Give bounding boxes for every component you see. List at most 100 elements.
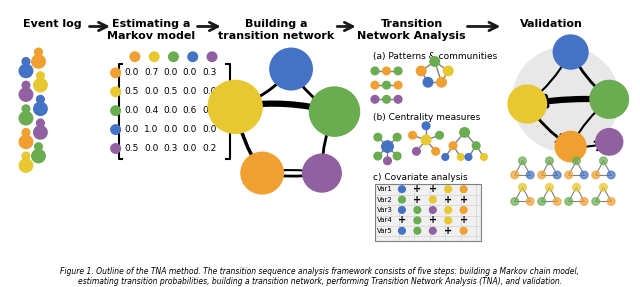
Circle shape	[414, 207, 420, 213]
Circle shape	[169, 52, 179, 61]
Circle shape	[445, 207, 452, 213]
Text: Building a
transition network: Building a transition network	[218, 19, 335, 40]
Text: 0.0: 0.0	[163, 125, 178, 134]
Circle shape	[19, 88, 33, 101]
Circle shape	[111, 144, 120, 153]
Text: Transition
Network Analysis: Transition Network Analysis	[357, 19, 466, 40]
Circle shape	[465, 154, 472, 160]
Circle shape	[371, 96, 379, 103]
Circle shape	[22, 129, 30, 136]
Circle shape	[445, 186, 452, 193]
Circle shape	[414, 228, 420, 234]
Circle shape	[111, 125, 120, 134]
Text: +: +	[460, 215, 468, 225]
Circle shape	[207, 52, 217, 61]
Circle shape	[429, 228, 436, 234]
Text: 0.5: 0.5	[125, 144, 139, 153]
Text: +: +	[444, 226, 452, 236]
Circle shape	[394, 81, 402, 89]
Text: 0.3: 0.3	[163, 144, 178, 153]
Circle shape	[442, 154, 449, 160]
Text: Var5: Var5	[377, 228, 392, 234]
Circle shape	[19, 112, 33, 125]
Circle shape	[34, 102, 47, 115]
Text: 0.6: 0.6	[182, 106, 197, 115]
Circle shape	[458, 154, 464, 160]
Text: 0.0: 0.0	[202, 106, 216, 115]
Text: +: +	[444, 195, 452, 205]
Circle shape	[111, 68, 120, 77]
Circle shape	[399, 207, 405, 213]
Circle shape	[422, 122, 430, 129]
Circle shape	[600, 157, 607, 164]
Circle shape	[538, 171, 545, 179]
Text: 0.0: 0.0	[125, 106, 139, 115]
Circle shape	[518, 157, 526, 164]
Circle shape	[460, 128, 469, 137]
Circle shape	[399, 196, 405, 203]
Circle shape	[573, 183, 580, 191]
Circle shape	[423, 77, 433, 87]
Text: +: +	[413, 195, 421, 205]
Circle shape	[592, 171, 600, 179]
Circle shape	[303, 154, 341, 192]
Circle shape	[432, 148, 440, 155]
Text: 0.0: 0.0	[144, 144, 159, 153]
Circle shape	[554, 198, 561, 205]
Circle shape	[449, 142, 457, 150]
Circle shape	[436, 131, 444, 139]
Text: 0.2: 0.2	[202, 144, 216, 153]
Text: Var2: Var2	[377, 197, 392, 203]
Circle shape	[580, 198, 588, 205]
Text: 0.0: 0.0	[125, 68, 139, 77]
Text: 0.5: 0.5	[163, 87, 178, 96]
Circle shape	[374, 133, 381, 141]
Circle shape	[34, 79, 47, 92]
Circle shape	[381, 141, 393, 152]
Circle shape	[592, 198, 600, 205]
Circle shape	[460, 186, 467, 193]
Circle shape	[309, 87, 360, 136]
Text: +: +	[429, 215, 437, 225]
Circle shape	[460, 228, 467, 234]
Circle shape	[526, 198, 534, 205]
Circle shape	[149, 52, 159, 61]
Circle shape	[394, 96, 402, 103]
Circle shape	[36, 72, 44, 79]
Circle shape	[130, 52, 140, 61]
Circle shape	[111, 106, 120, 115]
Text: 0.0: 0.0	[163, 68, 178, 77]
Circle shape	[241, 152, 284, 194]
Circle shape	[19, 64, 33, 77]
Circle shape	[383, 96, 390, 103]
Circle shape	[399, 228, 405, 234]
Circle shape	[545, 183, 554, 191]
Circle shape	[270, 48, 312, 90]
Circle shape	[409, 131, 417, 139]
Circle shape	[513, 47, 619, 151]
Text: 0.0: 0.0	[182, 87, 197, 96]
Circle shape	[556, 131, 586, 162]
Text: Var3: Var3	[377, 207, 393, 213]
Circle shape	[393, 133, 401, 141]
Text: Estimating a
Markov model: Estimating a Markov model	[108, 19, 195, 40]
Circle shape	[430, 57, 440, 66]
Text: 0.0: 0.0	[182, 144, 197, 153]
Text: 1.0: 1.0	[144, 125, 159, 134]
Circle shape	[393, 152, 401, 160]
Circle shape	[371, 81, 379, 89]
Circle shape	[32, 55, 45, 68]
Circle shape	[565, 171, 573, 179]
Circle shape	[19, 135, 33, 148]
Circle shape	[188, 52, 198, 61]
Text: 0.0: 0.0	[182, 125, 197, 134]
FancyBboxPatch shape	[375, 185, 481, 241]
Text: 0.0: 0.0	[202, 125, 216, 134]
Circle shape	[580, 171, 588, 179]
Circle shape	[554, 171, 561, 179]
Circle shape	[421, 135, 431, 145]
Text: 0.0: 0.0	[144, 87, 159, 96]
Text: +: +	[460, 195, 468, 205]
Text: 0.4: 0.4	[144, 106, 159, 115]
Circle shape	[596, 129, 623, 155]
